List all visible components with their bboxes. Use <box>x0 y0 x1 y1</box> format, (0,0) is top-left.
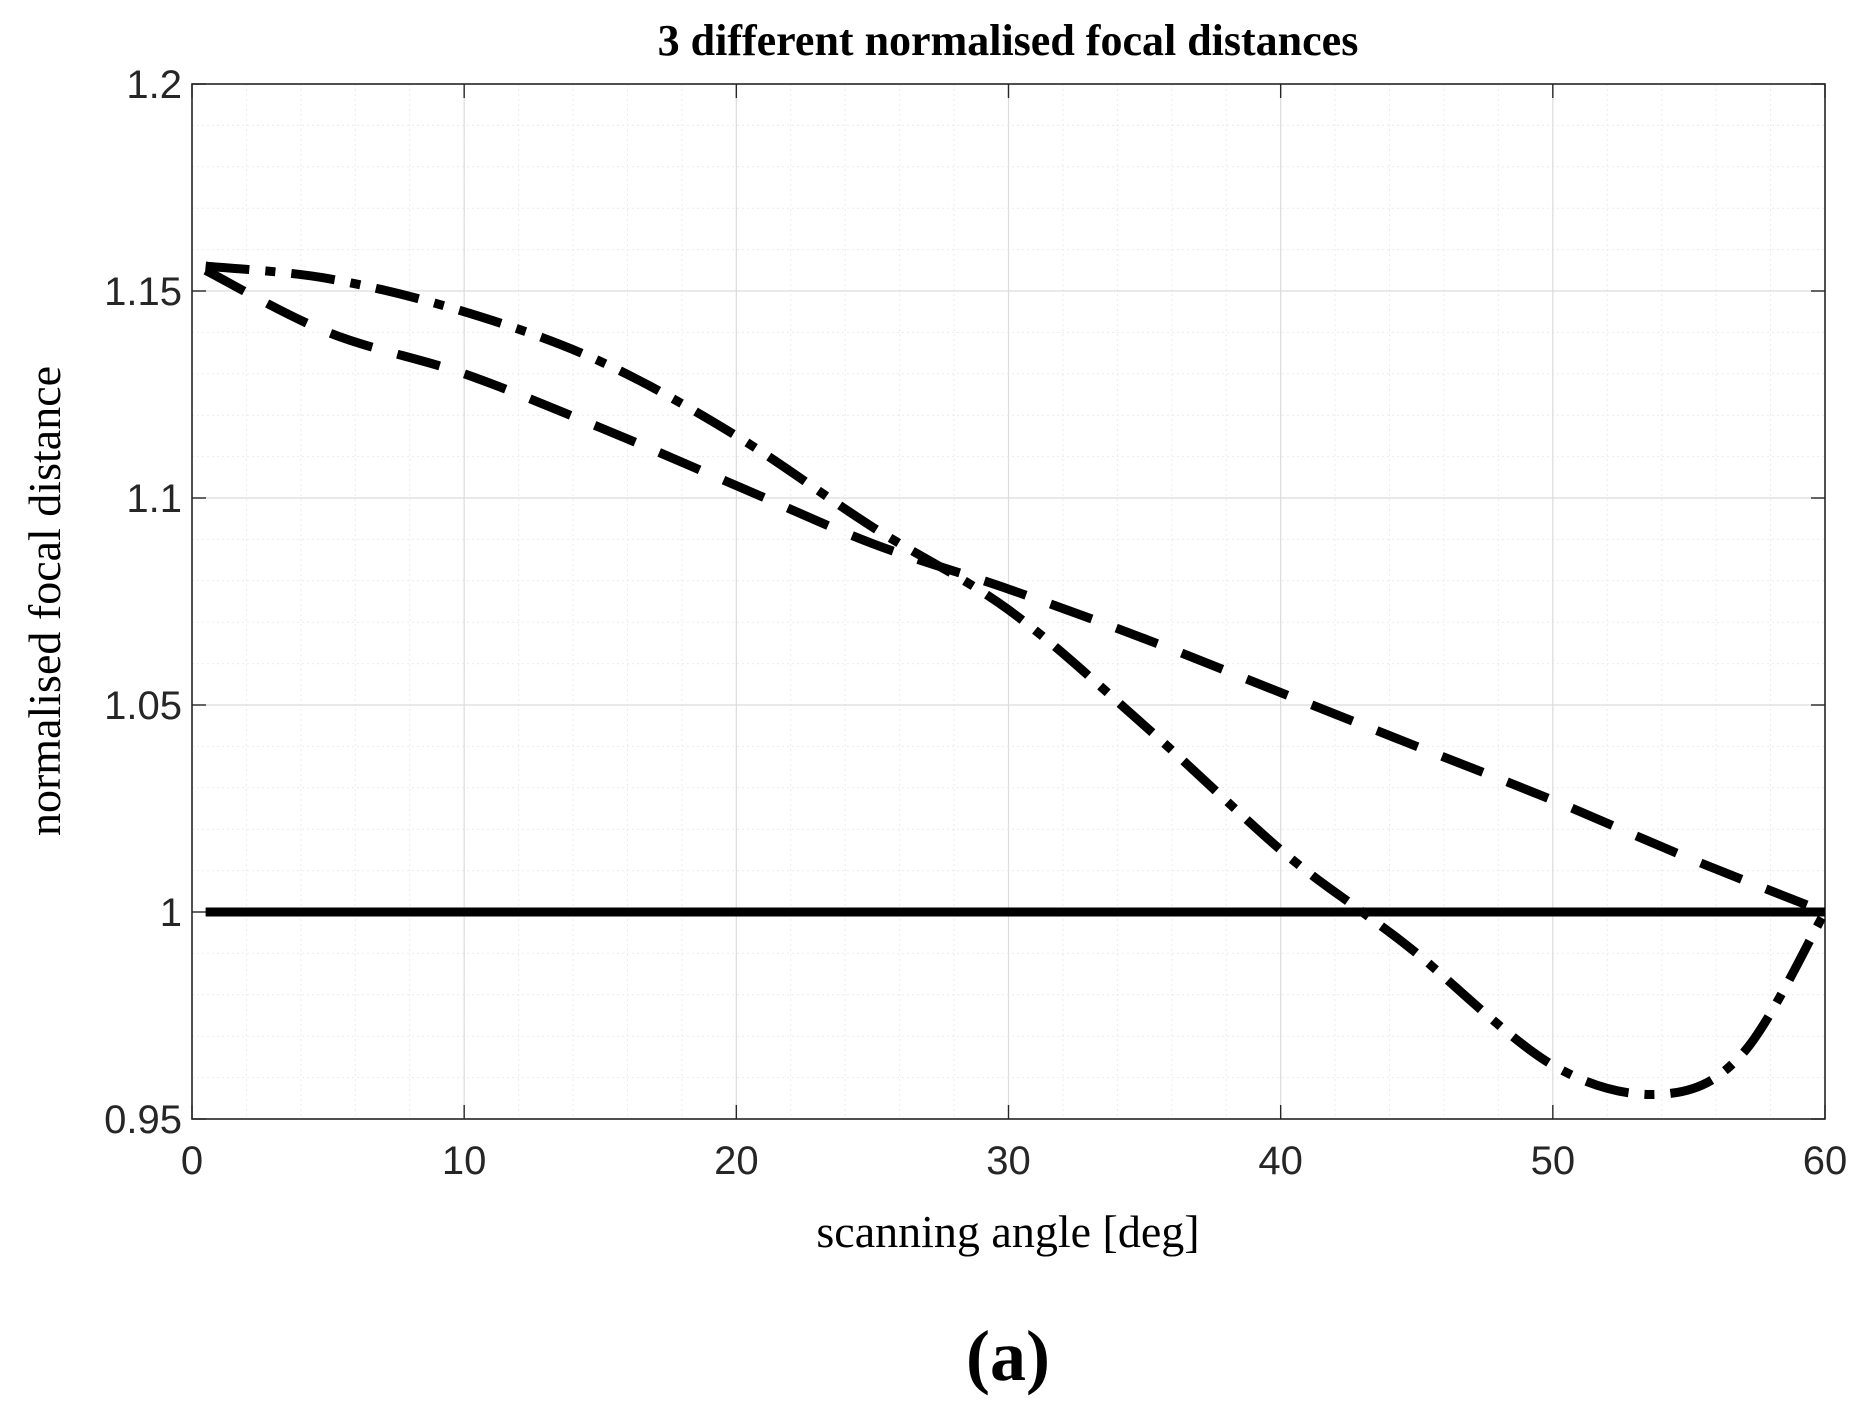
y-tick-label: 1 <box>160 891 182 935</box>
y-tick-label: 1.2 <box>126 63 182 107</box>
y-tick-label: 0.95 <box>104 1098 182 1142</box>
y-tick-label: 1.05 <box>104 684 182 728</box>
y-tick-label: 1.1 <box>126 477 182 521</box>
x-tick-label: 20 <box>714 1139 759 1183</box>
x-tick-label: 50 <box>1531 1139 1576 1183</box>
x-tick-label: 30 <box>986 1139 1031 1183</box>
x-tick-label: 40 <box>1258 1139 1303 1183</box>
grid <box>191 83 1826 1120</box>
series-line-dash-dot <box>205 261 1829 1099</box>
x-tick-label: 10 <box>442 1139 487 1183</box>
y-axis-label: normalised focal distance <box>19 366 70 836</box>
figure-caption: (a) <box>966 1316 1050 1396</box>
axis-ticks: 0 10 20 30 40 50 60 0.95 1 1.05 1.1 1.15 1.2 <box>104 63 1847 1183</box>
chart-title: 3 different normalised focal distances <box>658 16 1359 65</box>
x-tick-label: 0 <box>181 1139 203 1183</box>
series-group <box>203 261 1829 1099</box>
x-tick-label: 60 <box>1803 1139 1848 1183</box>
y-tick-label: 1.15 <box>104 270 182 314</box>
series-line-dashed <box>203 266 1827 917</box>
x-axis-label: scanning angle [deg] <box>816 1206 1199 1257</box>
